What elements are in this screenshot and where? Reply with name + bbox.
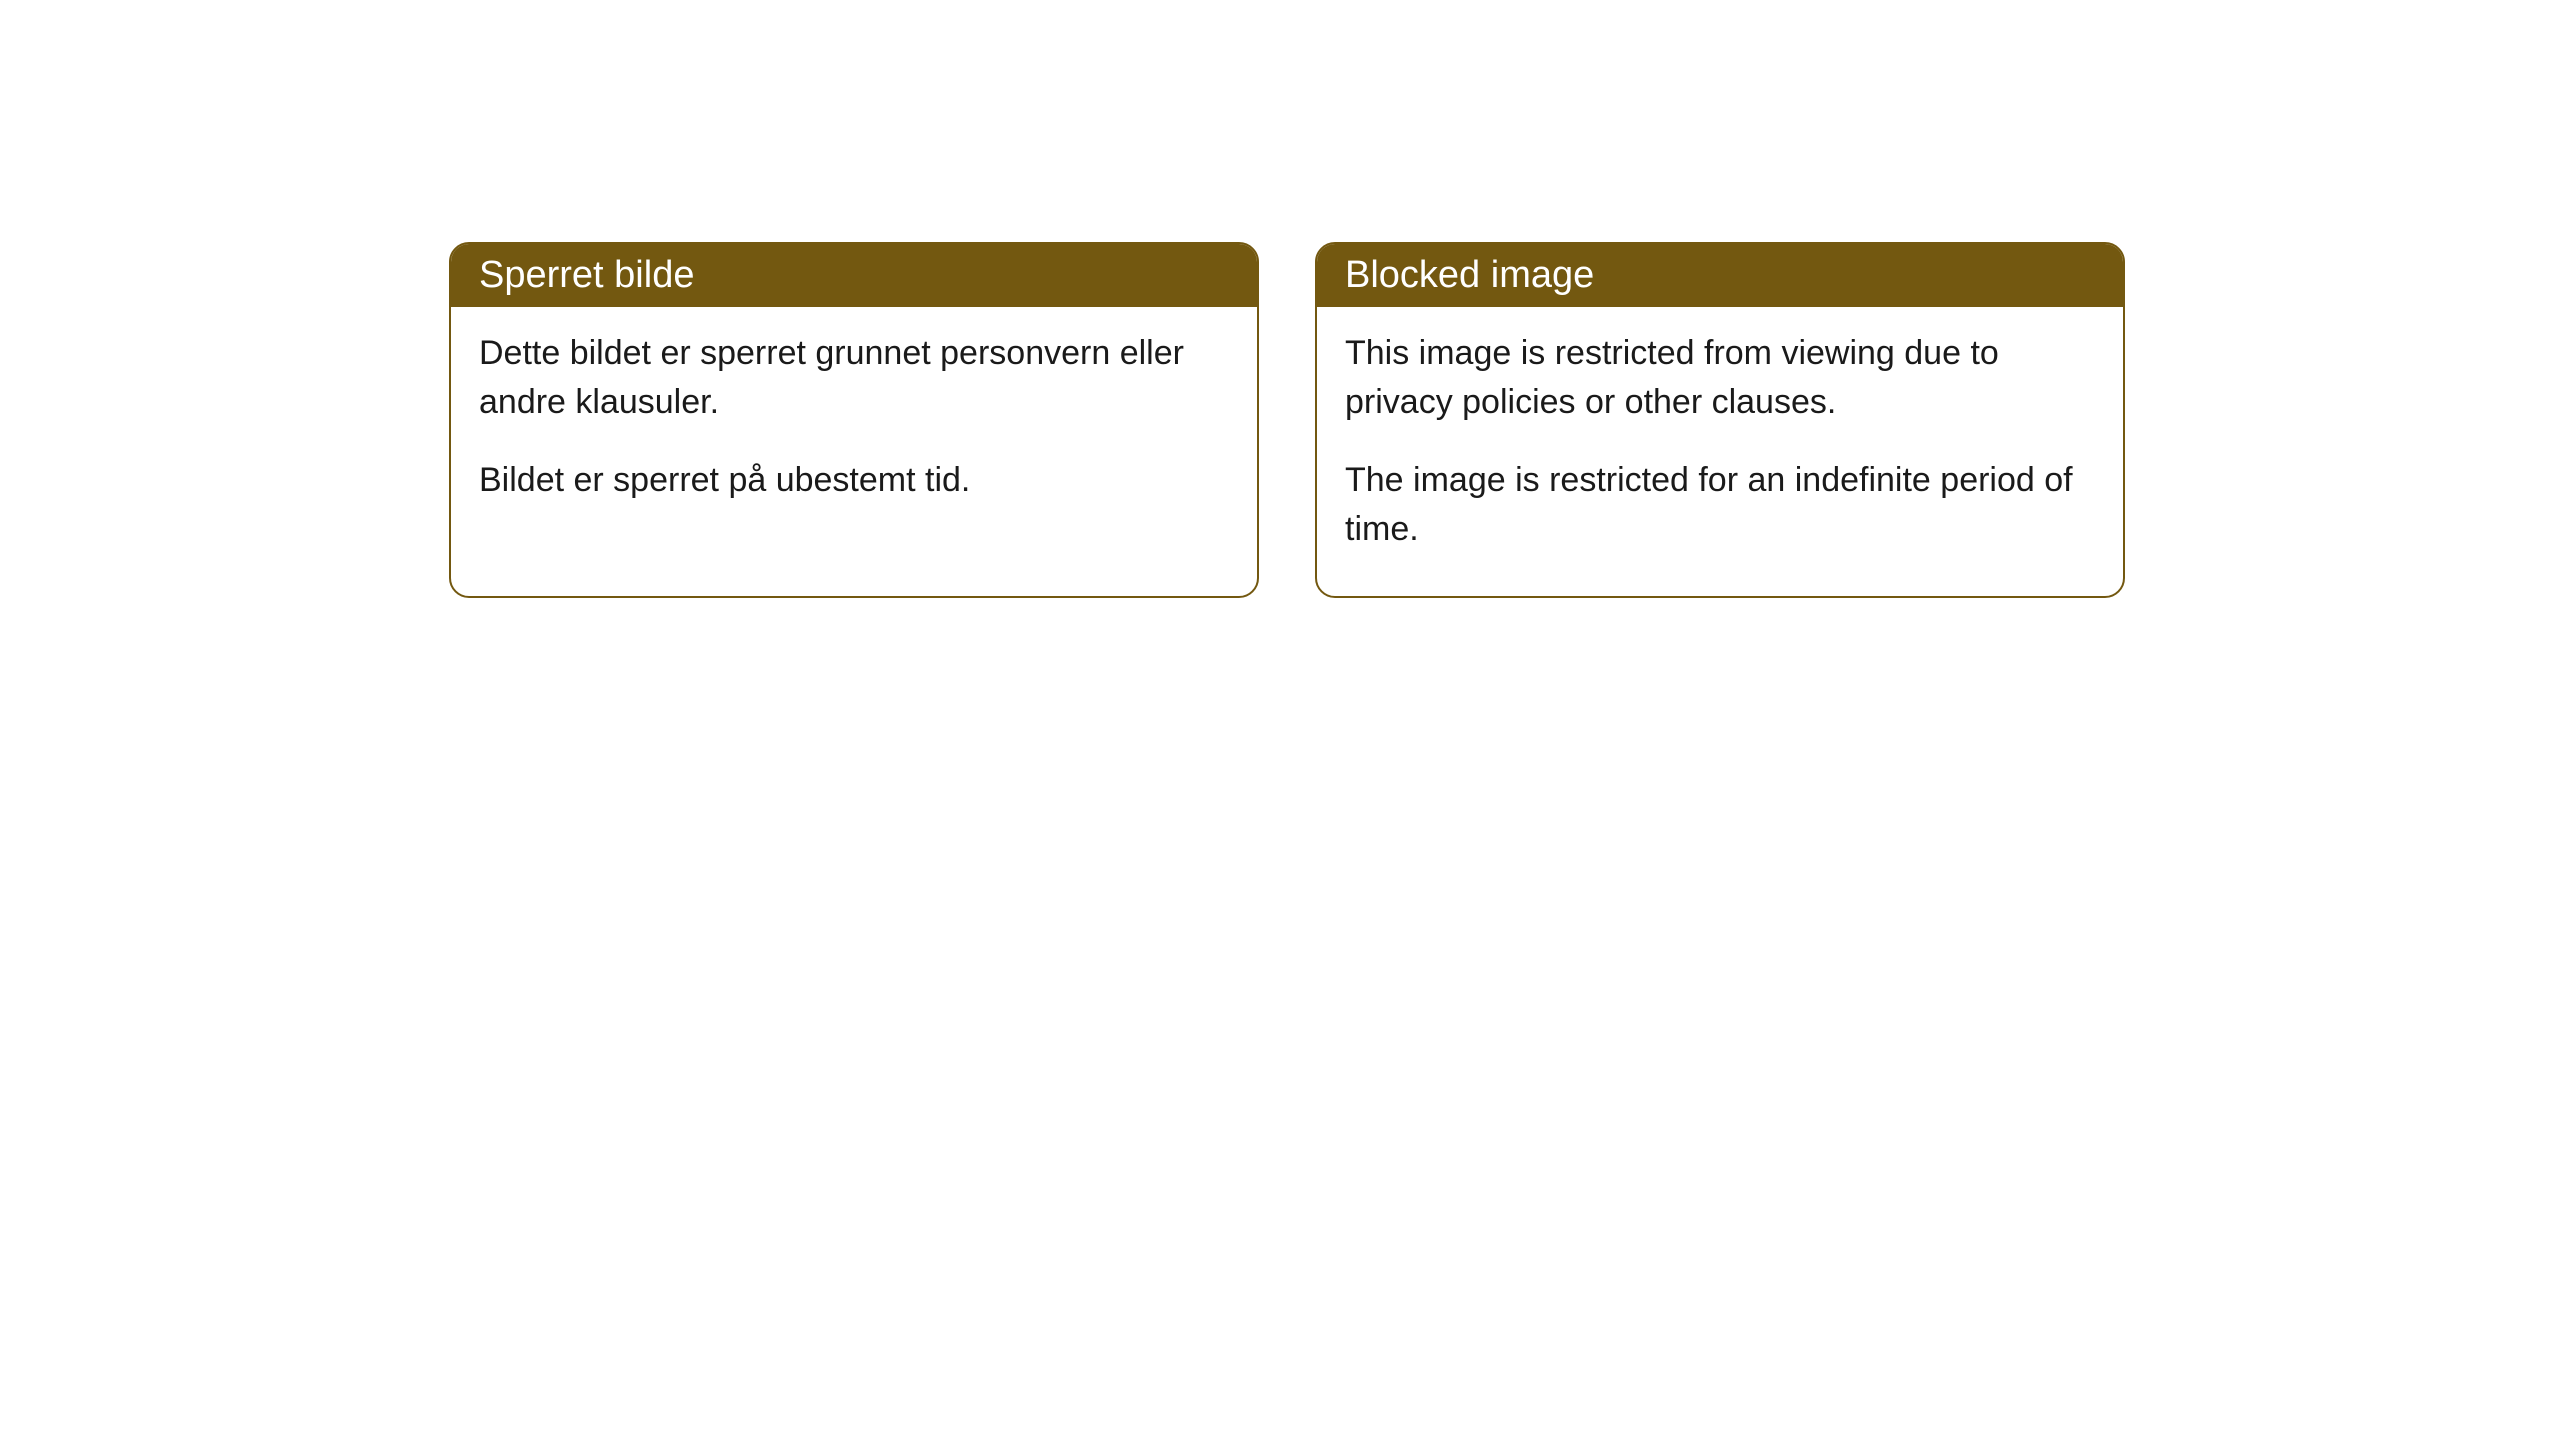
card-header: Blocked image [1317, 244, 2123, 307]
card-paragraph: This image is restricted from viewing du… [1345, 329, 2095, 428]
card-paragraph: The image is restricted for an indefinit… [1345, 456, 2095, 555]
card-body: This image is restricted from viewing du… [1317, 307, 2123, 596]
notice-cards-container: Sperret bilde Dette bildet er sperret gr… [449, 242, 2125, 598]
card-header: Sperret bilde [451, 244, 1257, 307]
card-paragraph: Dette bildet er sperret grunnet personve… [479, 329, 1229, 428]
card-body: Dette bildet er sperret grunnet personve… [451, 307, 1257, 547]
card-paragraph: Bildet er sperret på ubestemt tid. [479, 456, 1229, 505]
card-title: Blocked image [1345, 254, 1594, 296]
notice-card-norwegian: Sperret bilde Dette bildet er sperret gr… [449, 242, 1259, 598]
notice-card-english: Blocked image This image is restricted f… [1315, 242, 2125, 598]
card-title: Sperret bilde [479, 254, 694, 296]
